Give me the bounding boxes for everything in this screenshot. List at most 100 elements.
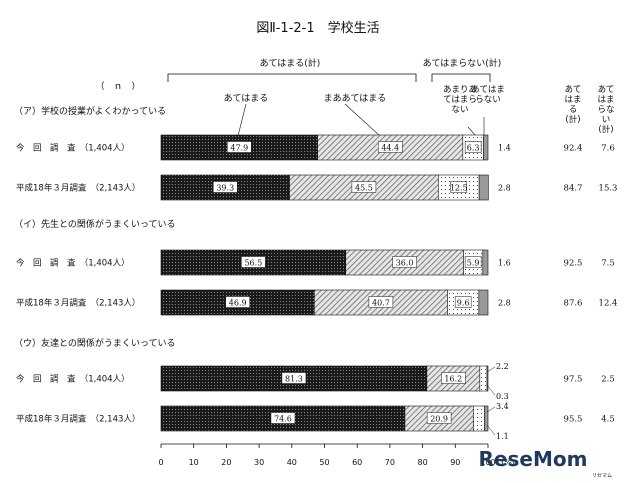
leader-s3 <box>467 126 477 137</box>
sum-applies: 92.4 <box>564 144 583 154</box>
header-applies-total: あてはまる(計) <box>260 57 321 69</box>
sum-not-applies: 15.3 <box>599 184 618 194</box>
data-label-box <box>464 256 482 268</box>
group-label: （ウ）友達との関係がうまくいっている <box>14 337 175 349</box>
sum-applies: 92.5 <box>564 259 583 269</box>
sum-not-applies: 7.5 <box>601 259 615 269</box>
sum-not-applies: 2.5 <box>601 375 615 385</box>
sum-not-applies: 4.5 <box>601 415 615 425</box>
summary-header-applies: あてはまる(計) <box>564 85 581 125</box>
watermark-sub: リセマム <box>592 473 612 479</box>
x-tick-label: 40 <box>287 458 297 467</box>
n-label: （ ｎ ） <box>95 81 140 92</box>
data-label-box <box>270 412 296 424</box>
bar-segment-3 <box>472 405 485 432</box>
data-label-outside: 2.8 <box>498 299 511 308</box>
bar-segment-4 <box>478 174 489 201</box>
brace-applies <box>167 73 417 82</box>
bar-segment-4 <box>478 289 489 316</box>
data-label: 56.5 <box>244 259 262 268</box>
data-label: 40.7 <box>372 299 390 308</box>
row-label: 今 回 調 査 （1,404人） <box>16 258 130 269</box>
data-label-box <box>426 412 452 424</box>
x-tick-label: 60 <box>352 458 362 467</box>
x-axis-unit: (%) <box>501 458 515 467</box>
x-tick-label: 10 <box>189 458 199 467</box>
x-tick-label: 80 <box>418 458 428 467</box>
data-label: 74.6 <box>274 415 292 424</box>
data-label-box <box>464 141 482 153</box>
data-label-outside: 1.6 <box>498 259 511 268</box>
data-label-box <box>351 181 377 193</box>
chart-title: 図Ⅱ-1-2-1 学校生活 <box>256 20 379 36</box>
data-label-outside: 2.8 <box>498 184 511 193</box>
x-tick-label: 70 <box>385 458 395 467</box>
x-tick-label: 100 <box>480 458 495 467</box>
series-label-s1: あてはまる <box>224 93 269 104</box>
leader-outside <box>486 384 496 396</box>
data-label: 20.9 <box>430 415 448 424</box>
summary-header-applies-line: る <box>569 105 578 115</box>
data-label: 45.5 <box>355 184 373 193</box>
data-label: 16.2 <box>444 375 462 384</box>
series-label-s4: あてはまらない <box>471 85 505 105</box>
leader-outside <box>486 424 496 436</box>
data-label-box <box>392 256 417 268</box>
row-label: 平成18年３月調査 （2,143人） <box>16 298 140 309</box>
data-label: 5.9 <box>467 259 480 268</box>
data-label-outside: 2.2 <box>496 362 509 371</box>
series-label-s4-line: らない <box>475 95 501 105</box>
data-label: 44.4 <box>381 144 399 153</box>
series-label-s4-line: あてはま <box>471 85 505 95</box>
data-label: 12.5 <box>450 184 468 193</box>
group-label: （ア）学校の授業がよくわかっている <box>14 105 166 117</box>
bar-segment-4 <box>486 365 489 392</box>
header-not-applies-total: あてはまらない(計) <box>423 57 502 69</box>
summary-header-applies-line: (計) <box>565 114 580 125</box>
series-label-s3-line: あまりあ <box>443 85 477 95</box>
x-tick-label: 30 <box>254 458 264 467</box>
sum-applies: 87.6 <box>564 299 583 309</box>
summary-header-applies-line: あて <box>565 85 582 95</box>
data-label: 9.6 <box>457 299 470 308</box>
sum-not-applies: 12.4 <box>599 299 618 309</box>
row-label: 今 回 調 査 （1,404人） <box>16 143 130 154</box>
x-tick-label: 0 <box>158 458 163 467</box>
bar-segment-2 <box>345 249 464 276</box>
data-label-outside: 0.3 <box>496 392 509 401</box>
bar-segment-3 <box>479 365 488 392</box>
x-tick-label: 90 <box>450 458 460 467</box>
summary-header-not-line: はま <box>597 95 614 105</box>
summary-header-not-line: (計) <box>598 124 613 135</box>
data-label-box <box>368 296 394 308</box>
sum-applies: 84.7 <box>564 184 583 194</box>
x-axis-ticks: 0 10 20 30 40 50 60 70 80 90 100 <box>158 444 496 467</box>
data-label-outside: 1.4 <box>498 144 511 153</box>
sum-applies: 97.5 <box>564 375 583 385</box>
data-label-box <box>377 141 403 153</box>
row-label: 今 回 調 査 （1,404人） <box>16 374 130 385</box>
data-label: 39.3 <box>216 184 234 193</box>
data-label-box <box>213 181 238 193</box>
row-label: 平成18年３月調査 （2,143人） <box>16 414 140 425</box>
series-label-s2: まああてはまる <box>324 93 387 104</box>
summary-header-not-line: あて <box>598 85 615 95</box>
brace-not-applies <box>431 73 491 82</box>
bar-segment-4 <box>483 134 489 161</box>
data-label-outside: 3.4 <box>496 402 509 411</box>
data-label: 46.9 <box>229 299 247 308</box>
summary-header-applies-line: はま <box>564 95 581 105</box>
data-label-box <box>450 181 467 193</box>
data-label-box <box>281 372 307 384</box>
bar-segment-4 <box>482 249 489 276</box>
sum-not-applies: 7.6 <box>601 144 615 154</box>
sum-applies: 95.5 <box>564 415 583 425</box>
data-label: 36.0 <box>396 259 414 268</box>
leader-outside <box>486 406 496 413</box>
summary-header-not-line: い <box>602 115 611 125</box>
watermark-logo: ReseMom <box>479 447 588 471</box>
leader-outside <box>486 366 496 373</box>
data-label-box <box>227 141 252 153</box>
